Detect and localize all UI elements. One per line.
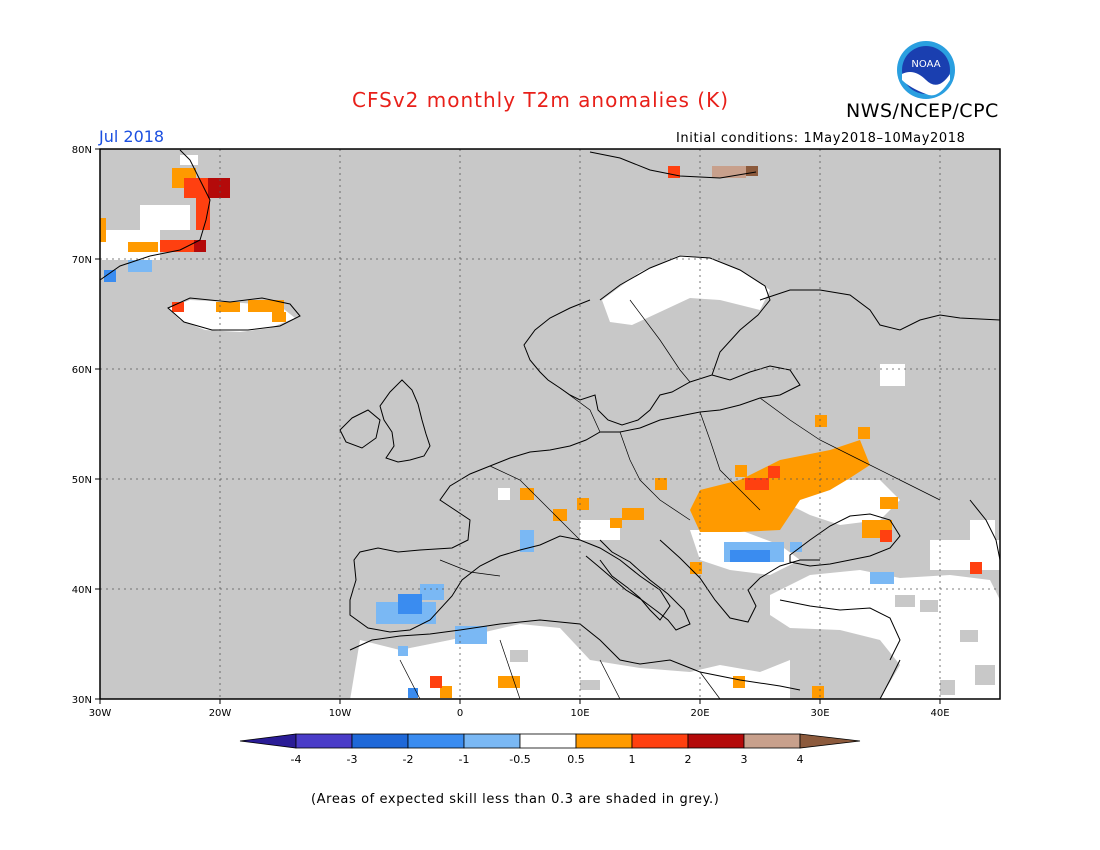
lat-label: 60N [72, 365, 92, 376]
colorbar-label: 3 [741, 753, 748, 766]
lon-label: 30W [89, 708, 112, 719]
colorbar-cell [631, 733, 689, 749]
lat-label: 70N [72, 255, 92, 266]
colorbar-label: 0.5 [567, 753, 585, 766]
axis-ticks [95, 148, 941, 704]
initial-conditions: Initial conditions: 1May2018–10May2018 [676, 131, 966, 146]
colorbar [239, 733, 861, 749]
logo-text: NOAA [911, 59, 940, 70]
warm-anomaly-dark-brown [746, 166, 758, 176]
colorbar-cell [799, 733, 861, 749]
noaa-logo: NOAA [897, 41, 955, 99]
map-frame [99, 148, 1001, 700]
lat-label: 30N [72, 695, 92, 706]
colorbar-cell [743, 733, 801, 749]
colorbar-cell [463, 733, 521, 749]
colorbar-cell [575, 733, 633, 749]
colorbar-label: -1 [459, 753, 470, 766]
coastlines [99, 149, 1001, 700]
colorbar-label: -3 [347, 753, 358, 766]
colorbar-label: -2 [403, 753, 414, 766]
lon-label: 30E [810, 708, 829, 719]
forecast-period: Jul 2018 [99, 127, 165, 146]
anomaly-map: 80N 70N 60N 50N 40N 30N 30W 20W 10W 0 10… [72, 145, 1001, 766]
colorbar-label: 4 [797, 753, 804, 766]
country-borders [399, 299, 941, 700]
graticule [100, 149, 1000, 699]
lon-label: 10E [570, 708, 589, 719]
colorbar-label: 2 [685, 753, 692, 766]
colorbar-cell [407, 733, 465, 749]
lat-label: 50N [72, 475, 92, 486]
lon-label: 40E [930, 708, 949, 719]
colorbar-label: -0.5 [509, 753, 530, 766]
skill-footnote: (Areas of expected skill less than 0.3 a… [311, 792, 720, 807]
colorbar-label: 1 [629, 753, 636, 766]
colorbar-cell [519, 733, 577, 749]
lon-label: 20W [209, 708, 232, 719]
colorbar-cell [239, 733, 297, 749]
warm-anomaly-darkred [194, 178, 230, 252]
cool-anomaly-medium [104, 270, 770, 698]
agency-label: NWS/NCEP/CPC [846, 100, 999, 122]
lat-label: 40N [72, 585, 92, 596]
colorbar-cell [295, 733, 353, 749]
low-skill-specks [510, 595, 995, 695]
colorbar-label: -4 [291, 753, 302, 766]
lon-label: 0 [457, 708, 463, 719]
colorbar-cell [351, 733, 409, 749]
lon-label: 10W [329, 708, 352, 719]
near-normal-regions [100, 155, 1000, 700]
lat-label: 80N [72, 145, 92, 156]
lon-label: 20E [690, 708, 709, 719]
map-title: CFSv2 monthly T2m anomalies (K) [352, 88, 729, 112]
colorbar-cell [687, 733, 745, 749]
